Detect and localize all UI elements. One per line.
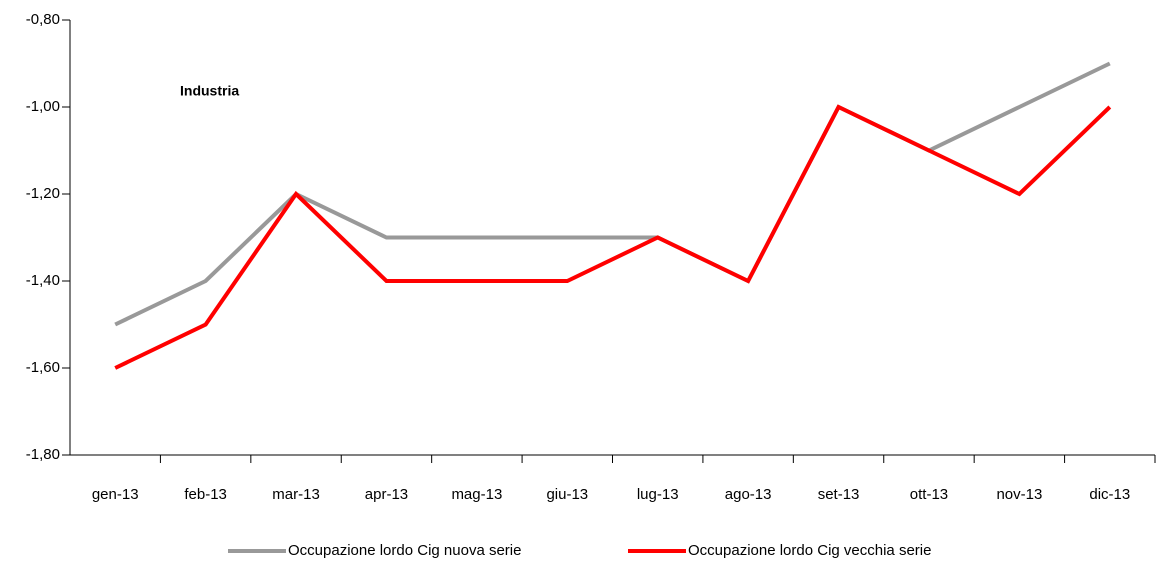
y-tick-label: -1,60	[26, 359, 60, 376]
x-tick-label: apr-13	[365, 486, 408, 503]
y-tick-label: -1,80	[26, 446, 60, 463]
x-tick-label: nov-13	[996, 486, 1042, 503]
x-tick-label: ago-13	[725, 486, 772, 503]
y-tick-label: -1,00	[26, 98, 60, 115]
legend-label: Occupazione lordo Cig nuova serie	[288, 542, 521, 559]
legend-label: Occupazione lordo Cig vecchia serie	[688, 542, 931, 559]
x-tick-label: gen-13	[92, 486, 139, 503]
x-tick-label: ott-13	[910, 486, 948, 503]
y-tick-label: -1,40	[26, 272, 60, 289]
x-tick-label: set-13	[818, 486, 860, 503]
annotation: Industria	[180, 83, 239, 99]
y-tick-label: -1,20	[26, 185, 60, 202]
x-tick-label: giu-13	[546, 486, 588, 503]
x-tick-label: dic-13	[1089, 486, 1130, 503]
x-tick-label: mar-13	[272, 486, 320, 503]
x-tick-label: lug-13	[637, 486, 679, 503]
series-line	[114, 61, 1111, 327]
series-line	[114, 104, 1112, 370]
x-tick-label: feb-13	[184, 486, 227, 503]
y-tick-label: -0,80	[26, 11, 60, 28]
x-tick-label: mag-13	[451, 486, 502, 503]
